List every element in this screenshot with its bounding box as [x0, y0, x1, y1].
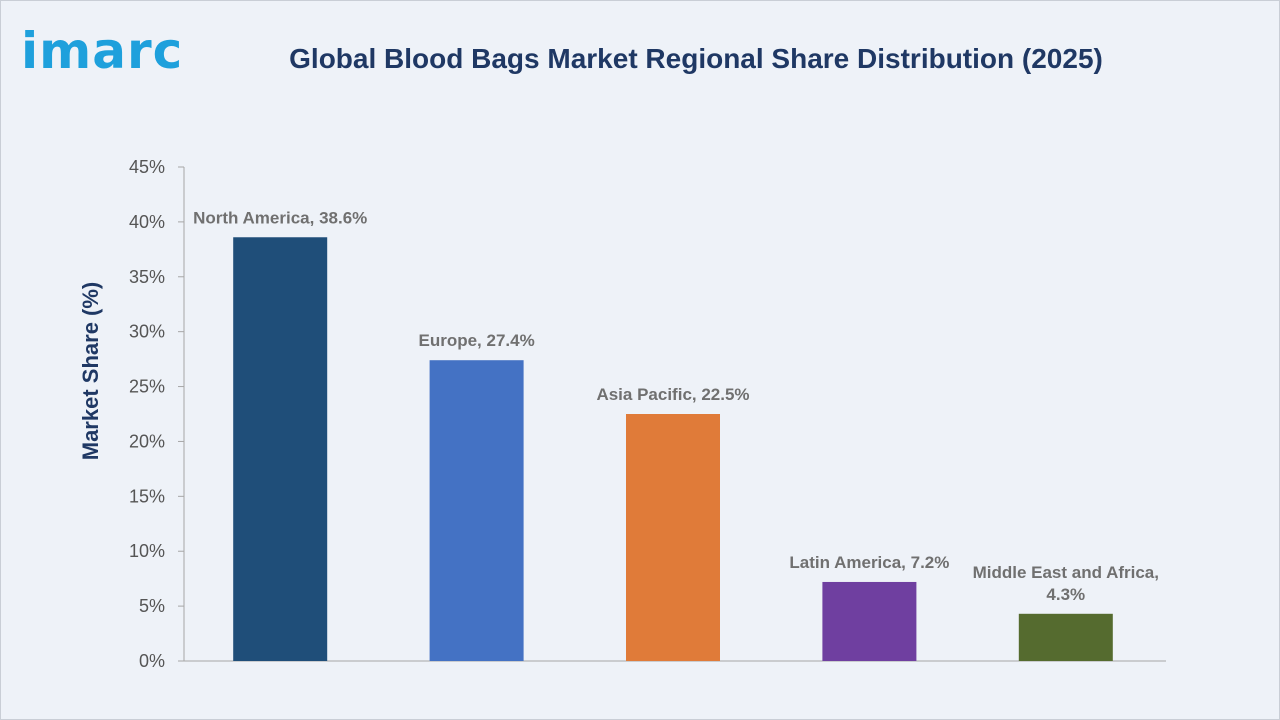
- y-tick-label: 10%: [129, 541, 165, 561]
- y-tick-label: 15%: [129, 486, 165, 506]
- y-tick-label: 0%: [139, 651, 165, 671]
- y-tick-label: 5%: [139, 596, 165, 616]
- data-label: North America, 38.6%: [193, 208, 367, 227]
- data-label: Asia Pacific, 22.5%: [596, 385, 749, 404]
- bar-latin-america: [822, 581, 917, 661]
- data-label: Europe, 27.4%: [418, 331, 534, 350]
- y-tick-label: 40%: [129, 212, 165, 232]
- bar-asia-pacific: [626, 414, 720, 661]
- y-tick-label: 35%: [129, 267, 165, 287]
- y-axis: 0% 5% 10% 15% 20% 25% 30% 35% 40% 45%: [129, 157, 1166, 671]
- bar-north-america: [233, 237, 328, 661]
- data-label: Middle East and Africa,: [973, 563, 1159, 582]
- data-label: Latin America, 7.2%: [789, 553, 949, 572]
- y-tick-label: 45%: [129, 157, 165, 177]
- y-tick-label: 30%: [129, 322, 165, 342]
- data-label: 4.3%: [1046, 585, 1085, 604]
- chart-title: Global Blood Bags Market Regional Share …: [289, 43, 1103, 74]
- y-tick-label: 25%: [129, 377, 165, 397]
- y-axis-label: Market Share (%): [78, 282, 103, 461]
- y-tick-label: 20%: [129, 431, 165, 451]
- imarc-logo: imarc: [21, 22, 184, 80]
- bar-europe: [429, 360, 524, 661]
- bars: [233, 237, 1113, 661]
- data-labels: North America, 38.6% Europe, 27.4% Asia Pa…: [193, 208, 1159, 604]
- bar-middle-east-and-africa: [1018, 613, 1113, 661]
